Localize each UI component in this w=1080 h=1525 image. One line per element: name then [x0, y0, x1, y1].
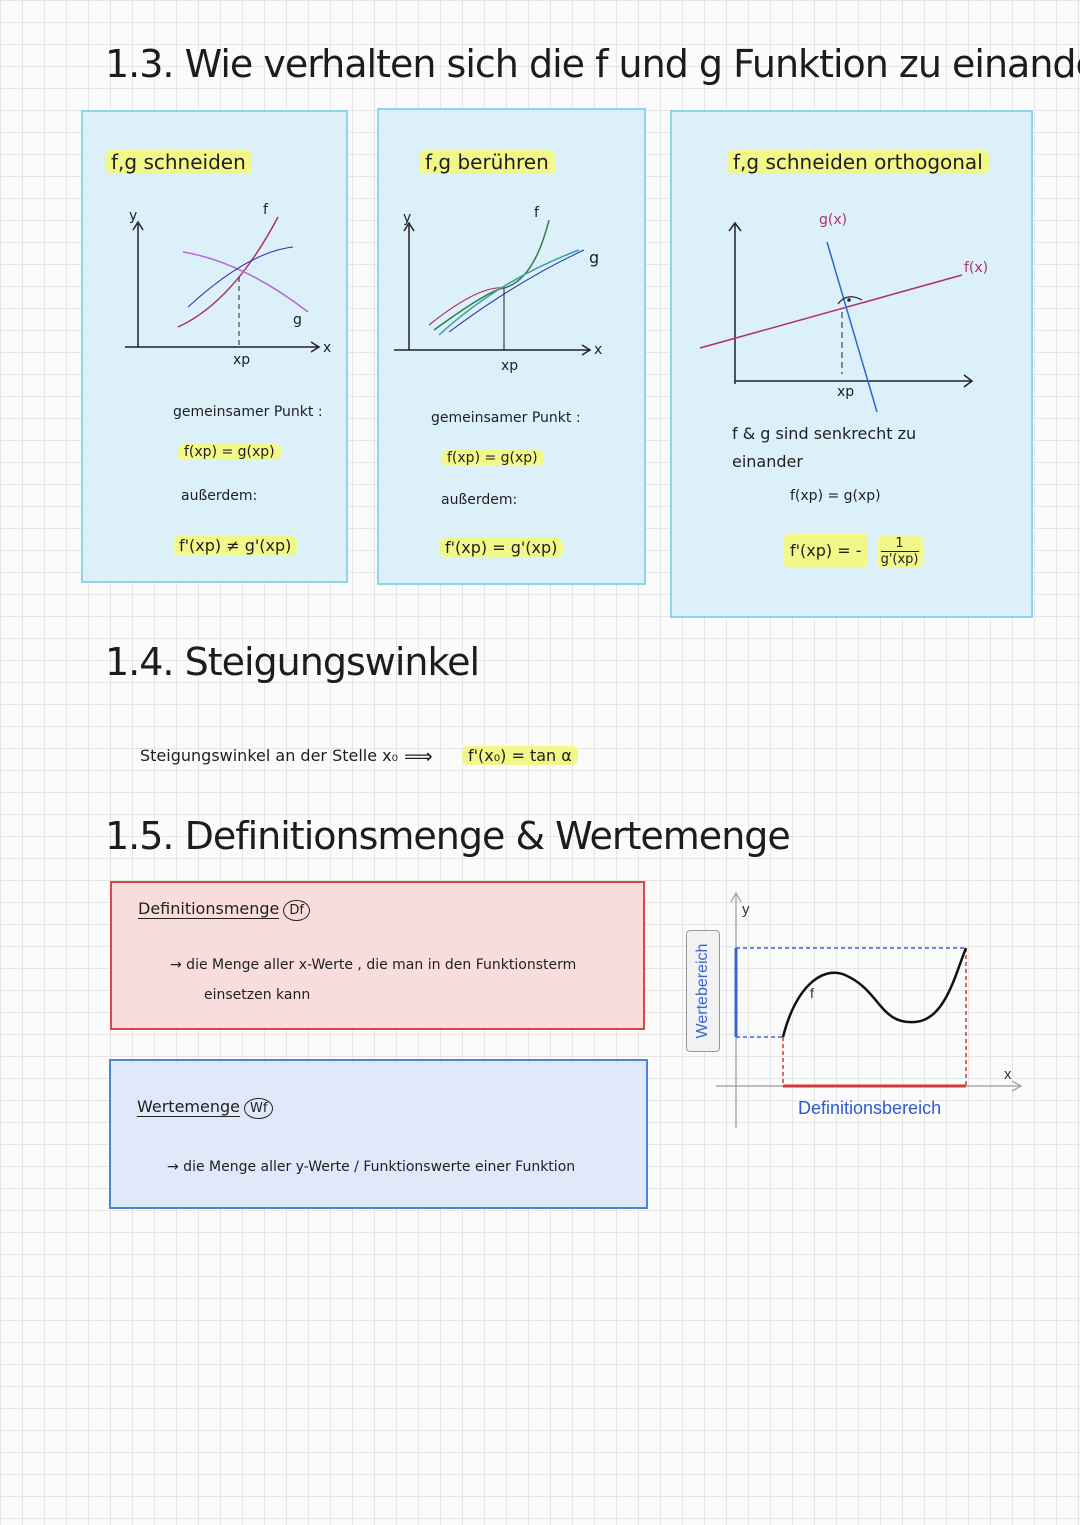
implies-arrow: ⟹	[404, 744, 433, 768]
steigungswinkel-text: Steigungswinkel an der Stelle x₀	[140, 746, 399, 765]
tangent-graph	[394, 219, 592, 356]
perpendicular-text-2: einander	[732, 452, 803, 471]
ausserdem-text: außerdem:	[181, 488, 258, 504]
equation-f-eq-g: f(xp) = g(xp)	[441, 450, 544, 466]
equation-f-eq-g: f(xp) = g(xp)	[790, 488, 881, 504]
intersect-graph	[125, 216, 321, 353]
tan-formula: f'(x₀) = tan α	[462, 746, 578, 765]
wertebereich-label: Wertebereich	[686, 930, 720, 1052]
xp-label: xp	[501, 358, 519, 374]
graph-x-label: x	[1004, 1066, 1012, 1083]
common-point-text: gemeinsamer Punkt :	[431, 410, 581, 426]
wert-text: → die Menge aller y-Werte / Funktionswer…	[167, 1159, 576, 1175]
definitionsmenge-box: Definitionsmenge Df → die Menge aller x-W…	[110, 881, 645, 1030]
card-schneiden: f,g schneiden y f g x xp gemeinsamer Pun…	[81, 110, 348, 583]
df-symbol: Df	[283, 900, 310, 921]
axis-y-label: y	[403, 210, 412, 226]
definitionsbereich-label: Definitionsbereich	[798, 1098, 942, 1118]
derivative-neq: f'(xp) ≠ g'(xp)	[173, 536, 298, 555]
card-beruehren: f,g berühren y f g x xp gemeinsamer Punk…	[377, 108, 646, 585]
wf-symbol: Wf	[244, 1098, 274, 1119]
label-gx: g(x)	[819, 212, 848, 228]
common-point-text: gemeinsamer Punkt :	[173, 404, 323, 420]
label-f: f	[534, 205, 539, 221]
equation-f-eq-g: f(xp) = g(xp)	[178, 444, 281, 460]
def-text-1: → die Menge aller x-Werte , die man in d…	[170, 957, 577, 973]
label-f: f	[263, 202, 268, 218]
label-g: g	[293, 312, 302, 328]
derivative-orthogonal: f'(xp) = - 1 g'(xp)	[784, 533, 923, 568]
xp-label: xp	[837, 384, 855, 400]
card-orthogonal: f,g schneiden orthogonal g(x) f(x) xp f …	[670, 110, 1033, 618]
section-14-title: 1.4. Steigungswinkel	[105, 640, 480, 684]
graph-f-label: f	[810, 985, 814, 1001]
def-heading: Definitionsmenge Df	[138, 899, 310, 921]
axis-x-label: x	[323, 340, 332, 356]
wertemenge-box: Wertemenge Wf → die Menge aller y-Werte /…	[109, 1059, 648, 1209]
ausserdem-text: außerdem:	[441, 492, 518, 508]
xp-label: xp	[233, 352, 251, 368]
wert-heading: Wertemenge Wf	[137, 1097, 274, 1119]
card-heading: f,g berühren	[419, 150, 555, 174]
perpendicular-text: f & g sind senkrecht zu	[732, 424, 917, 443]
axis-y-label: y	[129, 208, 138, 224]
section-15-title: 1.5. Definitionsmenge & Wertemenge	[105, 814, 791, 858]
def-text-2: einsetzen kann	[204, 987, 311, 1003]
label-g: g	[589, 248, 600, 267]
orthogonal-graph	[699, 221, 974, 413]
graph-y-label: y	[742, 901, 750, 918]
card-heading: f,g schneiden orthogonal	[727, 150, 989, 174]
section-13-title: 1.3. Wie verhalten sich die f und g Funk…	[105, 42, 1080, 86]
derivative-eq: f'(xp) = g'(xp)	[439, 538, 564, 557]
label-fx: f(x)	[964, 260, 989, 276]
card-heading: f,g schneiden	[105, 150, 252, 174]
axis-x-label: x	[594, 342, 603, 358]
